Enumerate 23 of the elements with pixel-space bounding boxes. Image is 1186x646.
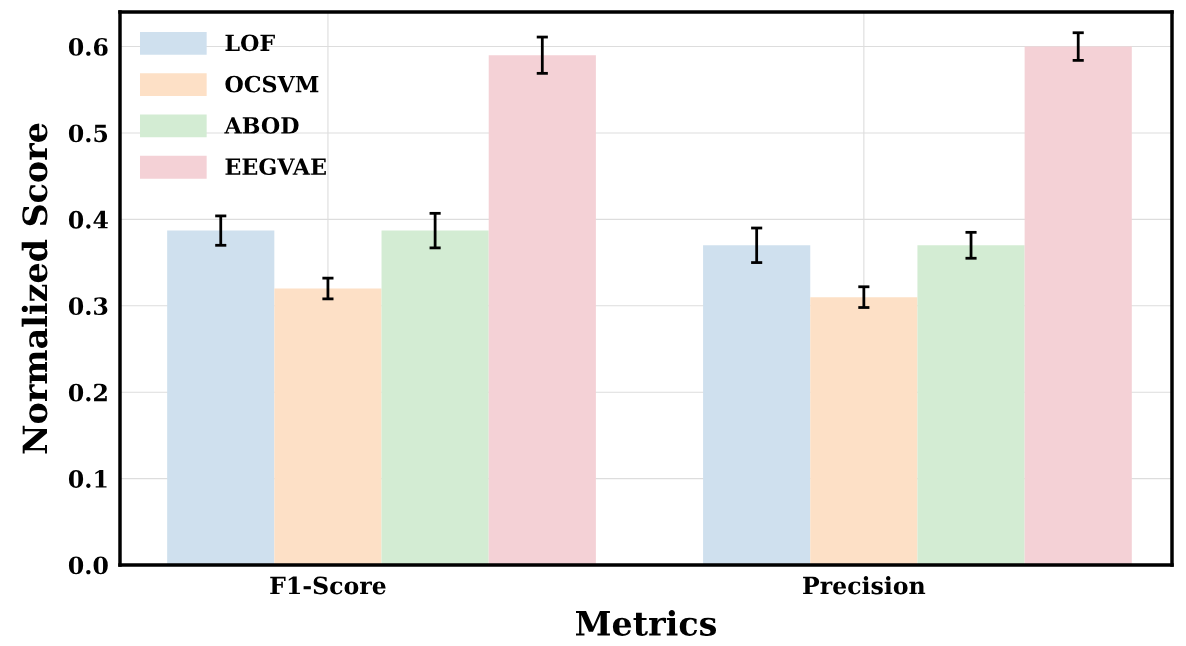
y-tick-label: 0.3 [68, 297, 108, 316]
legend-label: ABOD [224, 116, 299, 134]
y-tick-label: 0.6 [68, 38, 108, 56]
bar [381, 230, 489, 565]
legend-label: EEGVAE [225, 158, 326, 176]
y-tick-label: 0.4 [68, 210, 108, 229]
y-tick-label: 0.0 [68, 556, 108, 575]
x-tick-label: F1-Score [270, 576, 386, 595]
bar [488, 55, 596, 565]
bar [703, 245, 811, 565]
legend-label: OCSVM [225, 75, 319, 93]
legend-label: LOF [225, 34, 275, 52]
y-tick-label: 0.1 [68, 470, 107, 488]
y-tick-label: 0.2 [68, 383, 107, 402]
bar [810, 297, 918, 565]
bar [917, 245, 1025, 565]
x-axis-title: Metrics [576, 610, 717, 636]
x-tick-label: Precision [803, 576, 926, 595]
bar [274, 288, 382, 565]
y-tick-label: 0.5 [68, 124, 108, 143]
bar [1024, 46, 1132, 565]
bar [167, 230, 275, 565]
y-axis-title: Normalized Score [21, 123, 48, 454]
